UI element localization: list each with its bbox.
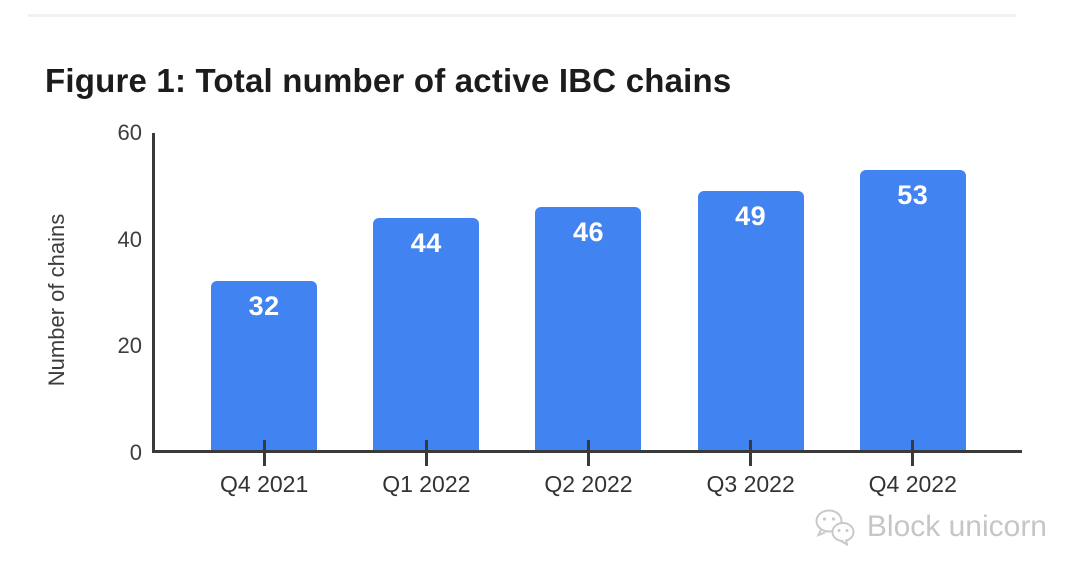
top-divider <box>28 14 1016 17</box>
bars-row: 32 44 46 49 53 <box>155 133 1022 450</box>
x-tick-label: Q3 2022 <box>706 471 795 497</box>
y-tick-label: 60 <box>117 120 142 145</box>
bar-value-label: 46 <box>572 216 604 247</box>
x-axis-tick <box>749 440 753 466</box>
watermark-brand-text: Block unicorn <box>866 510 1047 543</box>
x-axis-tick <box>424 440 428 466</box>
x-labels-row: Q4 2021 Q1 2022 Q2 2022 Q3 2022 Q4 2022 <box>155 471 1022 498</box>
bar-q1-2022: 44 <box>373 217 480 450</box>
y-axis-title: Number of chains <box>44 213 69 387</box>
x-tick-label: Q2 2022 <box>544 471 633 497</box>
bar-value-label: 49 <box>735 201 767 232</box>
figure-title: Figure 1: Total number of active IBC cha… <box>45 62 732 99</box>
x-tick-label: Q4 2021 <box>220 471 309 497</box>
x-ticks-row <box>155 440 1022 466</box>
y-tick-label: 40 <box>117 226 142 252</box>
plot-area: 32 44 46 49 53 Q4 2021 Q1 2022 Q2 2022 Q3 2022 Q… <box>152 133 1022 497</box>
x-axis-tick <box>586 440 590 466</box>
wechat-logo-icon <box>815 509 855 546</box>
x-axis-tick <box>911 440 915 466</box>
y-tick-label: 20 <box>117 333 142 359</box>
bar-value-label: 53 <box>897 179 929 210</box>
bar-q3-2022: 49 <box>697 191 804 450</box>
y-tick-label: 0 <box>129 440 142 465</box>
x-tick-label: Q1 2022 <box>382 471 471 497</box>
x-tick-label: Q4 2022 <box>868 471 957 497</box>
bar-q4-2022: 53 <box>859 169 966 450</box>
x-axis-tick <box>262 440 266 466</box>
bar-value-label: 44 <box>410 227 442 258</box>
bar-value-label: 32 <box>248 290 280 321</box>
watermark: Block unicorn <box>813 508 1047 546</box>
bar-q2-2022: 46 <box>535 206 642 450</box>
bar-q4-2021: 32 <box>211 280 318 450</box>
